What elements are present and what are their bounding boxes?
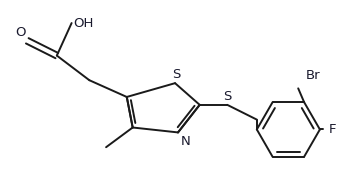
Text: O: O <box>15 26 25 39</box>
Text: S: S <box>172 68 180 81</box>
Text: OH: OH <box>74 17 94 30</box>
Text: N: N <box>181 135 191 148</box>
Text: Br: Br <box>306 69 321 83</box>
Text: F: F <box>329 123 336 136</box>
Text: S: S <box>223 90 231 103</box>
